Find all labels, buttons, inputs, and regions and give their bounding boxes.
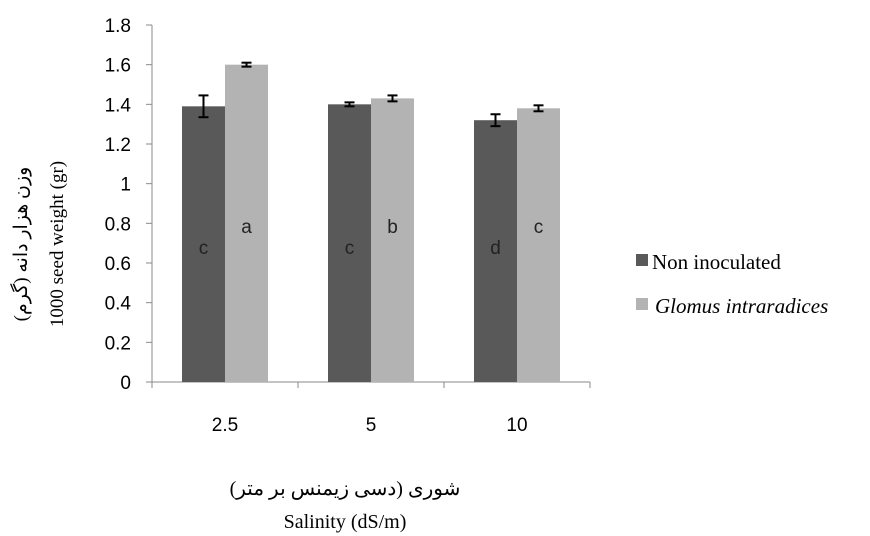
legend-label-non-inoculated: Non inoculated <box>652 250 781 274</box>
y-tick-label: 1 <box>120 175 131 196</box>
y-tick-label: 1.6 <box>105 56 131 77</box>
bar <box>328 104 371 382</box>
significance-letter: d <box>490 238 501 259</box>
legend-swatch-non-inoculated <box>636 254 648 266</box>
bar <box>182 106 225 383</box>
significance-letter: c <box>345 238 355 259</box>
bar <box>371 98 414 382</box>
x-axis-ticks: 2.5 5 10 <box>151 382 591 436</box>
y-tick-label: 1.2 <box>105 135 131 156</box>
y-tick-label: 0.2 <box>105 333 131 354</box>
x-tick-label: 2.5 <box>212 415 238 436</box>
y-tick-label: 1.4 <box>105 95 132 116</box>
legend-label-glomus: Glomus intraradices <box>655 294 828 318</box>
y-axis-label: 1000 seed weight (gr) <box>47 161 68 327</box>
significance-letter: c <box>534 217 544 238</box>
y-tick-label: 1.8 <box>105 16 131 37</box>
bar <box>225 64 268 383</box>
y-axis-ticks: 0 0.2 0.4 0.6 0.8 1 1.2 1.4 1.6 1.8 <box>105 16 152 394</box>
x-tick-label: 10 <box>506 415 527 436</box>
y-tick-label: 0.4 <box>105 294 132 315</box>
bar <box>517 108 560 383</box>
y-tick-label: 0.8 <box>105 214 131 235</box>
x-tick-label: 5 <box>366 415 377 436</box>
bars: c c d a b c <box>182 61 560 383</box>
significance-letter: c <box>199 238 209 259</box>
y-tick-label: 0 <box>120 373 131 394</box>
legend: Non inoculated Glomus intraradices <box>636 250 828 318</box>
significance-letter: b <box>387 217 398 238</box>
y-axis-label-fa: وزن هزار دانه (گرم) <box>9 167 32 322</box>
legend-swatch-glomus <box>636 298 648 310</box>
significance-letter: a <box>241 217 252 238</box>
bar <box>474 120 517 382</box>
y-tick-label: 0.6 <box>105 254 131 275</box>
x-axis-label: Salinity (dS/m) <box>284 511 407 533</box>
x-axis-label-fa: شوری (دسی زیمنس بر متر) <box>230 478 461 500</box>
